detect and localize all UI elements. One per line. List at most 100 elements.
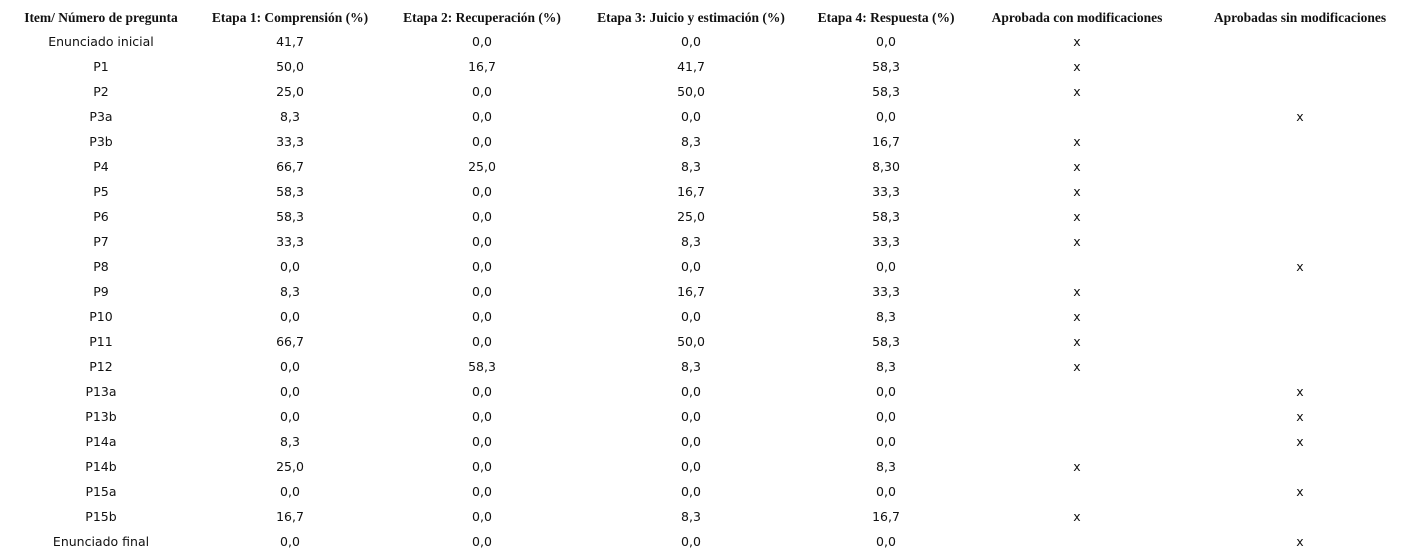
table-cell: 8,3 — [280, 109, 300, 124]
table-cell: 0,0 — [472, 509, 492, 524]
row-label: P8 — [93, 259, 109, 274]
table-cell: x — [1296, 534, 1304, 549]
table-cell: 66,7 — [276, 159, 304, 174]
table-cell: 16,7 — [677, 184, 705, 199]
table-cell: 8,3 — [681, 509, 701, 524]
table-cell: 0,0 — [472, 434, 492, 449]
table-cell: 16,7 — [468, 59, 496, 74]
table-cell: 0,0 — [472, 109, 492, 124]
row-label: P4 — [93, 159, 109, 174]
table-cell: x — [1073, 34, 1081, 49]
table-cell: 33,3 — [276, 134, 304, 149]
table-cell: 0,0 — [681, 484, 701, 499]
table-cell: 0,0 — [876, 484, 896, 499]
column-header: Etapa 3: Juicio y estimación (%) — [597, 10, 785, 25]
table-cell: 8,3 — [280, 434, 300, 449]
table-cell: 33,3 — [276, 234, 304, 249]
table-cell: x — [1073, 234, 1081, 249]
table-cell: 0,0 — [876, 34, 896, 49]
table-cell: 50,0 — [677, 84, 705, 99]
table-cell: 0,0 — [876, 259, 896, 274]
row-label: P10 — [89, 309, 113, 324]
row-label: P14b — [85, 459, 117, 474]
row-label: P3b — [89, 134, 113, 149]
table-cell: 8,3 — [876, 459, 896, 474]
table-cell: 0,0 — [681, 109, 701, 124]
column-header: Aprobada con modificaciones — [991, 10, 1163, 25]
table-cell: 0,0 — [681, 534, 701, 549]
table-cell: 50,0 — [276, 59, 304, 74]
table-cell: x — [1073, 59, 1081, 74]
column-header: Etapa 4: Respuesta (%) — [817, 10, 955, 25]
table-cell: 0,0 — [472, 234, 492, 249]
table-cell: 0,0 — [280, 309, 300, 324]
table-cell: x — [1296, 484, 1304, 499]
table-cell: 8,30 — [872, 159, 900, 174]
table-cell: 0,0 — [681, 409, 701, 424]
table-cell: 16,7 — [872, 134, 900, 149]
row-label: P15b — [85, 509, 117, 524]
table-cell: 50,0 — [677, 334, 705, 349]
table-cell: 25,0 — [677, 209, 705, 224]
table-cell: x — [1073, 209, 1081, 224]
table-cell: 8,3 — [681, 234, 701, 249]
row-label: P15a — [85, 484, 117, 499]
table-cell: x — [1296, 434, 1304, 449]
table-cell: x — [1073, 184, 1081, 199]
row-label: Enunciado inicial — [48, 34, 154, 49]
table-cell: 8,3 — [681, 359, 701, 374]
row-label: P3a — [89, 109, 113, 124]
row-label: P13b — [85, 409, 117, 424]
table-cell: 0,0 — [472, 34, 492, 49]
table-cell: 0,0 — [280, 359, 300, 374]
table-cell: 0,0 — [681, 434, 701, 449]
table-cell: 0,0 — [681, 384, 701, 399]
table-cell: 0,0 — [472, 334, 492, 349]
row-label: P13a — [85, 384, 117, 399]
table-cell: x — [1296, 384, 1304, 399]
table-cell: 25,0 — [276, 459, 304, 474]
table-cell: 0,0 — [472, 284, 492, 299]
row-label: P7 — [93, 234, 109, 249]
table-cell: 0,0 — [472, 309, 492, 324]
table-cell: x — [1296, 109, 1304, 124]
table-cell: 58,3 — [872, 209, 900, 224]
row-label: P6 — [93, 209, 109, 224]
table-cell: 0,0 — [472, 484, 492, 499]
table-cell: x — [1073, 509, 1081, 524]
row-label: P1 — [93, 59, 109, 74]
column-header: Etapa 2: Recuperación (%) — [403, 10, 561, 25]
table-cell: 0,0 — [472, 209, 492, 224]
table-cell: 66,7 — [276, 334, 304, 349]
table-cell: 0,0 — [876, 409, 896, 424]
table-cell: 58,3 — [276, 209, 304, 224]
column-header: Etapa 1: Comprensión (%) — [211, 10, 369, 25]
table-cell: 58,3 — [872, 334, 900, 349]
table-cell: 16,7 — [872, 509, 900, 524]
table-cell: 33,3 — [872, 284, 900, 299]
table-cell: x — [1073, 459, 1081, 474]
table-cell: 41,7 — [276, 34, 304, 49]
table-cell: 0,0 — [472, 384, 492, 399]
table-cell: 8,3 — [876, 309, 896, 324]
table-cell: x — [1073, 84, 1081, 99]
table-cell: 0,0 — [876, 534, 896, 549]
table-cell: x — [1073, 334, 1081, 349]
table-cell: 0,0 — [472, 184, 492, 199]
table-cell: 58,3 — [872, 84, 900, 99]
table-cell: x — [1296, 259, 1304, 274]
table-cell: 0,0 — [681, 459, 701, 474]
table-cell: 8,3 — [681, 134, 701, 149]
table-cell: 0,0 — [472, 459, 492, 474]
table-cell: x — [1073, 134, 1081, 149]
table-cell: 0,0 — [681, 34, 701, 49]
table-cell: x — [1073, 159, 1081, 174]
table-cell: 0,0 — [280, 484, 300, 499]
table-cell: x — [1073, 309, 1081, 324]
table-cell: 0,0 — [280, 259, 300, 274]
row-label: P12 — [89, 359, 113, 374]
table-cell: 8,3 — [280, 284, 300, 299]
row-label: P9 — [93, 284, 109, 299]
table-cell: 33,3 — [872, 234, 900, 249]
table-cell: 0,0 — [280, 534, 300, 549]
